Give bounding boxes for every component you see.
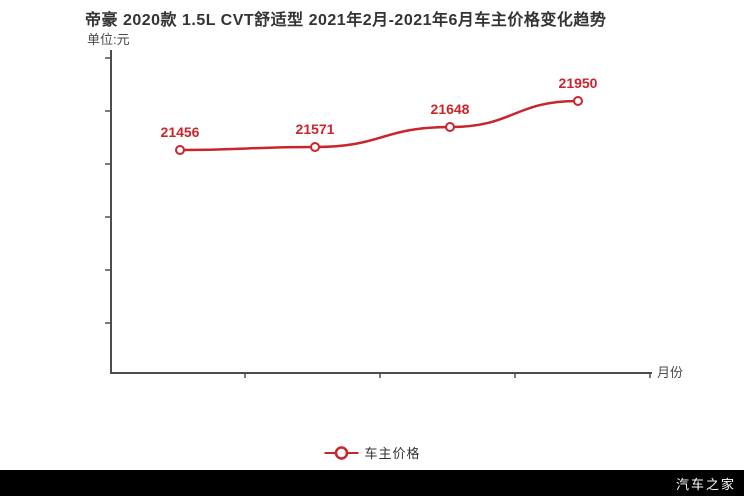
data-point-label: 21648 — [431, 101, 470, 117]
data-point-label: 21456 — [161, 124, 200, 140]
chart-title: 帝豪 2020款 1.5L CVT舒适型 2021年2月-2021年6月车主价格… — [85, 12, 607, 29]
legend-line-marker-icon — [323, 445, 359, 461]
watermark-logo: 汽车之家 — [675, 476, 736, 492]
watermark-bar: 汽车之家 — [0, 470, 744, 496]
data-point-marker — [445, 122, 455, 132]
legend-item-owner-price[interactable]: 车主价格 — [323, 443, 420, 462]
data-point-label: 21571 — [296, 121, 335, 137]
data-point-marker — [573, 96, 583, 106]
series-line — [178, 99, 580, 152]
y-axis-unit-label: 单位:元 — [87, 32, 130, 47]
series-owner-price: 21456 21571 21648 21950 — [161, 75, 598, 155]
data-point-marker — [175, 145, 185, 155]
legend-label: 车主价格 — [364, 446, 421, 461]
data-point-label: 21950 — [559, 75, 598, 91]
data-point-marker — [310, 142, 320, 152]
axis-ticks — [105, 57, 651, 378]
x-axis-label: 月份 — [657, 365, 684, 380]
